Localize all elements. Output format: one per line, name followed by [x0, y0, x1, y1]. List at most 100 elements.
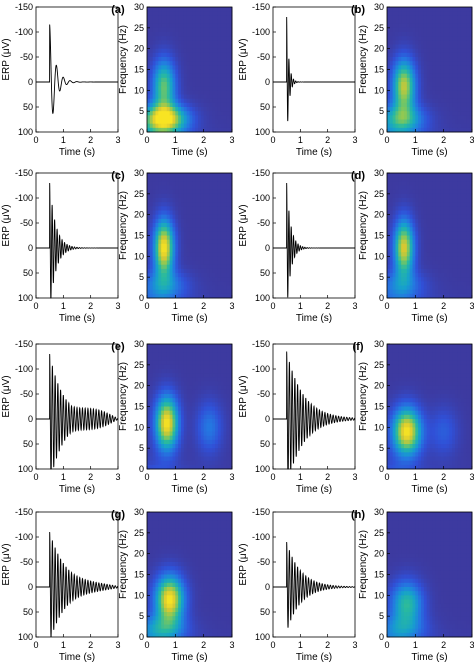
tf-cell: [389, 57, 394, 62]
tf-cell: [189, 398, 193, 403]
tf-cell: [406, 181, 411, 186]
tf-cell: [147, 73, 151, 79]
erp-ytick-label: 0: [265, 77, 270, 87]
tf-cell: [195, 394, 199, 399]
tf-cell: [158, 448, 162, 453]
tf-cell: [215, 427, 219, 432]
tf-cell: [457, 231, 462, 236]
tf-cell: [392, 189, 396, 195]
tf-cell: [449, 214, 453, 220]
tf-cell: [206, 198, 210, 203]
tf-cell: [415, 15, 419, 20]
tf-cell: [404, 19, 408, 25]
tf-cell: [164, 452, 168, 457]
tf-cell: [415, 252, 419, 257]
tf-cell: [195, 94, 199, 100]
tf-cell: [223, 185, 227, 191]
tf-cell: [181, 181, 185, 186]
tf-cell: [198, 206, 202, 211]
tf-cell: [415, 239, 419, 245]
tf-cell: [215, 73, 219, 79]
tf-cell: [432, 65, 436, 70]
tf-cell: [392, 82, 396, 87]
tf-cell: [423, 231, 428, 236]
tf-cell: [155, 73, 159, 79]
tf-cell: [164, 239, 168, 245]
tf-cell: [186, 435, 190, 441]
tf-cell: [183, 277, 188, 282]
tf-cell: [226, 439, 230, 445]
tf-cell: [440, 210, 445, 216]
tf-cell: [195, 273, 199, 278]
tf-cell: [192, 235, 196, 241]
tf-cell: [189, 427, 193, 432]
tf-cell: [463, 11, 467, 16]
erp-xtick-label: 3: [352, 472, 357, 482]
tf-cell: [152, 185, 156, 191]
tf-cell: [166, 206, 171, 211]
tf-cell: [158, 90, 162, 95]
tf-cell: [186, 111, 190, 116]
tf-cell: [215, 235, 219, 241]
tf-cell: [423, 44, 428, 50]
tf-cell: [457, 173, 462, 178]
tf-cell: [392, 389, 396, 395]
tf-cell: [186, 36, 190, 41]
tf-cell: [186, 57, 190, 62]
tf-cell: [149, 218, 154, 224]
tf-cell: [217, 235, 222, 241]
tf-cell: [449, 218, 453, 224]
tf-cell: [212, 360, 216, 366]
tf-cell: [166, 177, 171, 182]
tf-cell: [161, 252, 165, 257]
tf-cell: [409, 77, 413, 83]
tf-cell: [189, 94, 193, 100]
tf-cell: [455, 223, 459, 228]
tf-cell: [446, 115, 450, 120]
tf-cell: [226, 36, 230, 41]
tf-cell: [181, 344, 185, 349]
tf-cell: [429, 7, 433, 12]
tf-cell: [406, 82, 411, 87]
tf-cell: [229, 65, 233, 70]
tf-cell: [195, 7, 199, 12]
tf-cell: [217, 344, 222, 349]
tf-cell: [164, 410, 168, 416]
tf-cell: [395, 369, 399, 374]
tf-cell: [181, 243, 185, 249]
tf-cell: [200, 252, 205, 257]
tf-cell: [169, 23, 173, 29]
tf-cell: [209, 189, 213, 195]
tf-cell: [226, 177, 230, 182]
tf-cell: [412, 61, 416, 66]
tf-cell: [217, 444, 222, 449]
tf-cell: [443, 115, 447, 120]
tf-xtick-label: 1: [413, 301, 418, 311]
tf-cell: [149, 356, 154, 362]
tf-cell: [387, 394, 391, 399]
tf-cell: [158, 394, 162, 399]
tf-cell: [406, 94, 411, 100]
tf-cell: [449, 185, 453, 191]
tf-cell: [415, 277, 419, 282]
tf-cell: [440, 177, 445, 182]
tf-cell: [183, 252, 188, 257]
tf-cell: [406, 36, 411, 41]
tf-cell: [223, 348, 227, 353]
tf-cell: [217, 260, 222, 266]
tf-cell: [155, 239, 159, 245]
tf-cell: [463, 52, 467, 58]
tf-cell: [443, 218, 447, 224]
tf-cell: [457, 285, 462, 291]
tf-cell: [440, 289, 445, 295]
tf-cell: [206, 202, 210, 207]
tf-cell: [152, 94, 156, 100]
tf-cell: [440, 218, 445, 224]
tf-cell: [438, 57, 442, 62]
tf-cell: [220, 214, 224, 220]
tf-cell: [147, 98, 151, 104]
tf-cell: [147, 377, 151, 382]
tf-cell: [466, 198, 470, 203]
tf-cell: [395, 444, 399, 449]
